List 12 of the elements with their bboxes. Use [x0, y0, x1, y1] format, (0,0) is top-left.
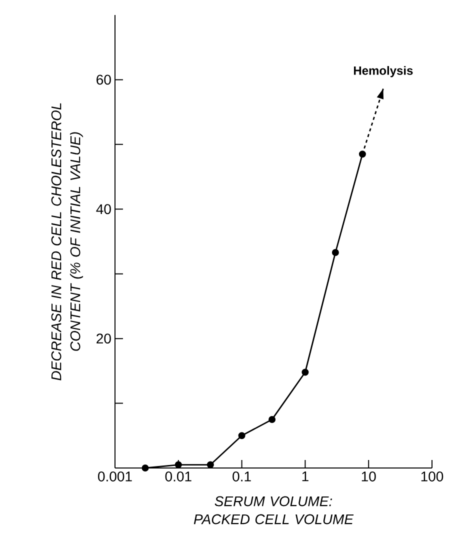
- x-tick-label: 1: [302, 472, 308, 482]
- y-axis-title: DECREASE IN RED CELL CHOLESTEROL CONTENT (% OF INITIAL VALUE): [51, 103, 84, 380]
- y-tick-label: 40: [96, 204, 111, 214]
- x-tick-label: 0.01: [165, 472, 192, 482]
- x-tick-label: 0.1: [232, 472, 251, 482]
- y-tick-label: 20: [96, 334, 111, 344]
- y-tick-label: 60: [96, 74, 111, 85]
- x-tick-label: 100: [421, 472, 444, 482]
- x-axis-title: SERUM VOLUME: PACKED CELL VOLUME: [194, 496, 354, 524]
- annotation: Hemolysis: [354, 66, 413, 78]
- x-tick-label: 10: [362, 472, 376, 482]
- x-tick-label: 0.001: [98, 472, 132, 482]
